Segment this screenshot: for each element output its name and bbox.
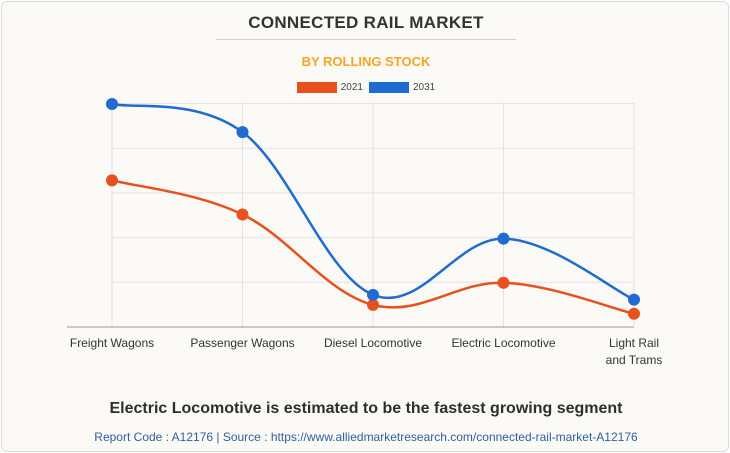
legend: 2021 2031 (2, 82, 728, 93)
data-point-2031 (497, 232, 510, 245)
x-tick-label: Diesel Locomotive (324, 336, 422, 350)
title-divider (216, 39, 516, 40)
data-point-2021 (236, 208, 249, 221)
x-tick-label-line: Freight Wagons (70, 336, 154, 350)
footer-source[interactable]: Report Code : A12176 | Source : https://… (94, 430, 638, 444)
data-point-2031 (236, 126, 249, 139)
x-tick-label-line: and Trams (606, 353, 663, 367)
legend-item-2031[interactable]: 2031 (369, 82, 435, 93)
x-tick-label-line: Electric Locomotive (451, 336, 555, 350)
data-point-2021 (497, 276, 510, 289)
data-point-2031 (628, 293, 640, 306)
data-point-2021 (367, 298, 379, 311)
chart-subtitle: BY ROLLING STOCK (301, 54, 431, 69)
legend-item-2021[interactable]: 2021 (296, 82, 363, 93)
x-tick-label: Electric Locomotive (451, 336, 555, 350)
legend-label-2021: 2021 (340, 82, 363, 93)
x-tick-label: Freight Wagons (70, 336, 154, 350)
legend-swatch-2021 (296, 82, 337, 93)
data-point-2031 (367, 288, 379, 301)
x-tick-label: Light Rail and Trams (606, 336, 663, 367)
line-chart-plot: Freight Wagons Passenger Wagons Diesel Loc… (67, 98, 663, 367)
legend-swatch-2031 (369, 82, 409, 93)
data-point-2021 (106, 174, 118, 187)
chart-title: CONNECTED RAIL MARKET (248, 13, 484, 32)
footer-headline: Electric Locomotive is estimated to be t… (109, 400, 623, 417)
legend-label-2031: 2031 (413, 82, 436, 93)
x-tick-label-line: Passenger Wagons (190, 336, 294, 350)
x-tick-label-line: Light Rail (609, 336, 659, 350)
x-tick-label: Passenger Wagons (190, 336, 294, 350)
data-point-2031 (106, 98, 118, 111)
x-tick-label-line: Diesel Locomotive (324, 336, 422, 350)
data-point-2021 (628, 307, 640, 320)
